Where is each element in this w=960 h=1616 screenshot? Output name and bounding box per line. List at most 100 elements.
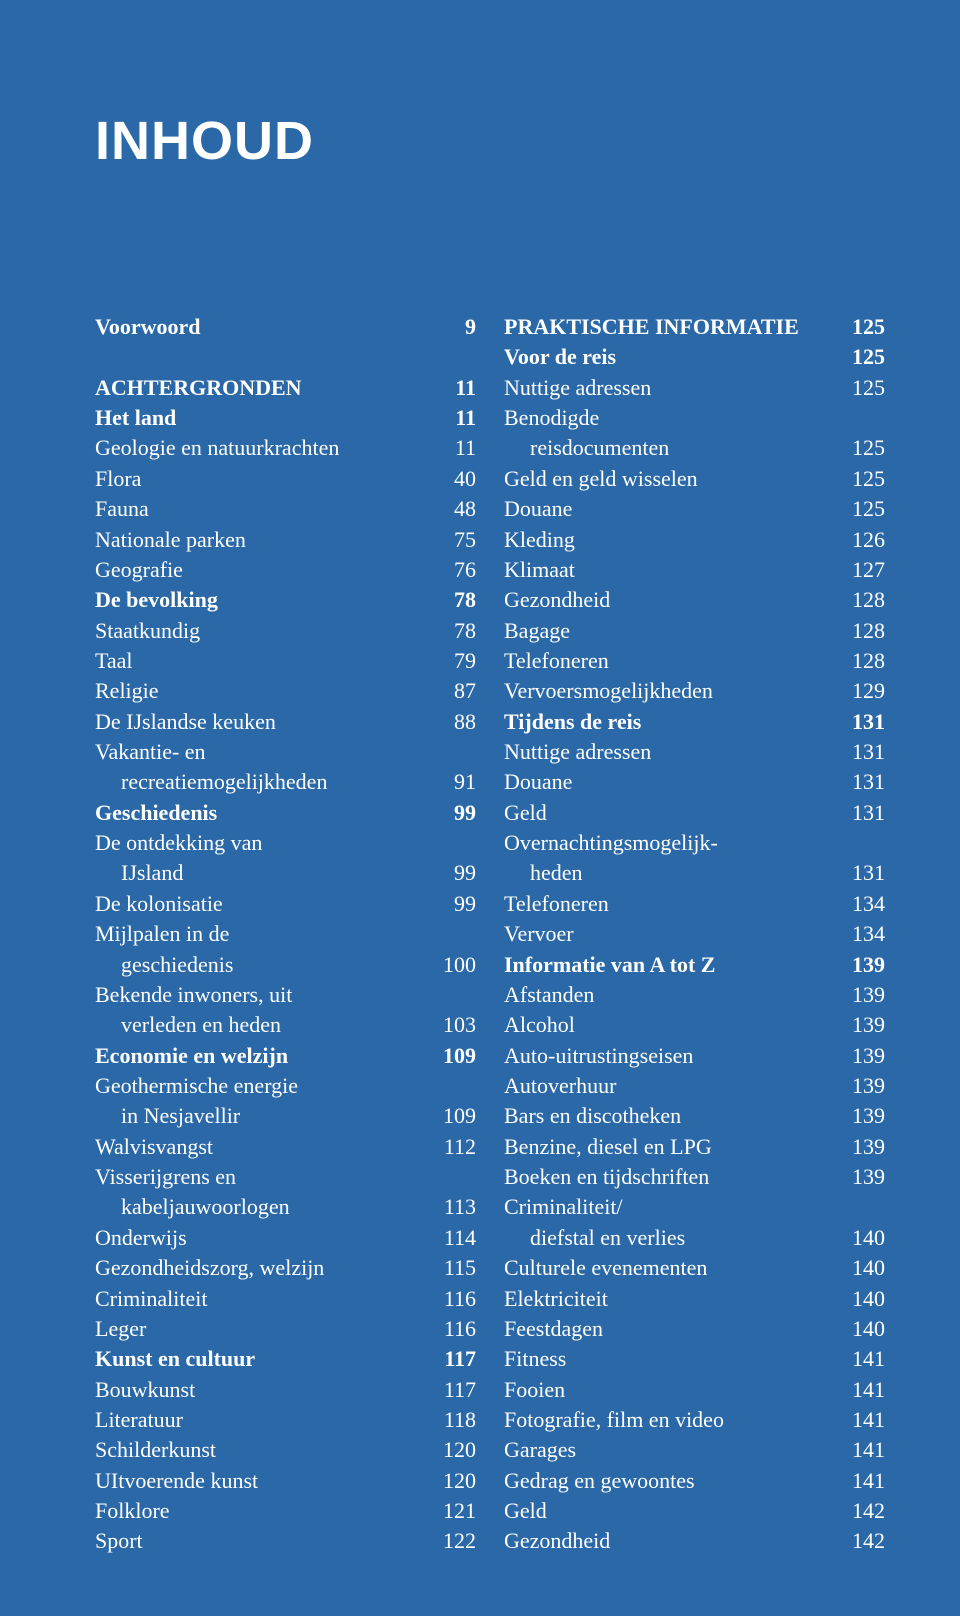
toc-row: De kolonisatie99 [95,889,476,919]
toc-page-number: 139 [829,1041,885,1071]
toc-spacer [95,342,476,372]
toc-page-number: 103 [420,1010,476,1040]
toc-page-number: 117 [420,1375,476,1405]
toc-row: IJsland99 [95,858,476,888]
toc-page-number: 141 [829,1466,885,1496]
toc-page-number: 75 [420,525,476,555]
toc-label: Vervoer [504,919,829,949]
toc-page-number: 91 [420,767,476,797]
toc-row: Gezondheidszorg, welzijn115 [95,1253,476,1283]
toc-page-number: 140 [829,1223,885,1253]
toc-row: Bouwkunst117 [95,1375,476,1405]
page-title: INHOUD [95,110,885,172]
toc-page-number: 141 [829,1435,885,1465]
toc-page-number: 126 [829,525,885,555]
toc-page-number: 139 [829,1010,885,1040]
toc-label: Voorwoord [95,312,420,342]
toc-page-number: 139 [829,1101,885,1131]
toc-row: Vervoer134 [504,919,885,949]
toc-label: Flora [95,464,420,494]
toc-page-number: 142 [829,1526,885,1556]
toc-row: Voor de reis125 [504,342,885,372]
toc-label: Geld [504,1496,829,1526]
toc-page-number: 125 [829,494,885,524]
toc-label: Afstanden [504,980,829,1010]
toc-page-number: 78 [420,585,476,615]
toc-page-number: 120 [420,1435,476,1465]
toc-label: Taal [95,646,420,676]
toc-page-number: 99 [420,798,476,828]
toc-page-number: 125 [829,373,885,403]
toc-label: De ontdekking van [95,828,420,858]
toc-page-number: 131 [829,707,885,737]
toc-row: Auto-uitrustingseisen139 [504,1041,885,1071]
toc-label: Sport [95,1526,420,1556]
toc-row: De IJslandse keuken88 [95,707,476,737]
toc-label: recreatiemogelijkheden [95,767,420,797]
toc-page-number: 11 [420,373,476,403]
toc-page-number: 129 [829,676,885,706]
toc-label: ACHTERGRONDEN [95,373,420,403]
toc-page-number: 127 [829,555,885,585]
toc-label: Culturele evenementen [504,1253,829,1283]
toc-row: UItvoerende kunst120 [95,1466,476,1496]
toc-label: Geografie [95,555,420,585]
toc-label: Gedrag en gewoontes [504,1466,829,1496]
toc-label: De bevolking [95,585,420,615]
toc-row: Vervoersmogelijkheden129 [504,676,885,706]
toc-row: Bagage128 [504,616,885,646]
toc-row: recreatiemogelijkheden91 [95,767,476,797]
toc-label: UItvoerende kunst [95,1466,420,1496]
toc-page-number: 117 [420,1344,476,1374]
toc-label: heden [504,858,829,888]
toc-columns: Voorwoord9 ACHTERGRONDEN11Het land11Geol… [95,312,885,1557]
toc-row: Klimaat127 [504,555,885,585]
toc-row: Telefoneren134 [504,889,885,919]
toc-label: Fitness [504,1344,829,1374]
toc-label: Telefoneren [504,646,829,676]
toc-label: Nationale parken [95,525,420,555]
toc-label: Elektriciteit [504,1284,829,1314]
toc-row: geschiedenis100 [95,950,476,980]
toc-label: Economie en welzijn [95,1041,420,1071]
toc-row: Nuttige adressen125 [504,373,885,403]
toc-row: Tijdens de reis131 [504,707,885,737]
toc-label: Bekende inwoners, uit [95,980,420,1010]
toc-row: Fauna48 [95,494,476,524]
toc-row: Geografie76 [95,555,476,585]
toc-row: Culturele evenementen140 [504,1253,885,1283]
toc-row: Gezondheid128 [504,585,885,615]
toc-label: Vervoersmogelijkheden [504,676,829,706]
toc-row: verleden en heden103 [95,1010,476,1040]
toc-label: diefstal en verlies [504,1223,829,1253]
toc-label: Fooien [504,1375,829,1405]
toc-label: Alcohol [504,1010,829,1040]
toc-row: Informatie van A tot Z139 [504,950,885,980]
toc-page-number: 139 [829,950,885,980]
toc-label: Douane [504,494,829,524]
toc-row: Onderwijs114 [95,1223,476,1253]
toc-row: Leger116 [95,1314,476,1344]
toc-row: Benodigde [504,403,885,433]
toc-page-number: 139 [829,1132,885,1162]
toc-page-number: 78 [420,616,476,646]
toc-row: Walvisvangst112 [95,1132,476,1162]
toc-page-number: 79 [420,646,476,676]
toc-label: reisdocumenten [504,433,829,463]
toc-label: Geld en geld wisselen [504,464,829,494]
toc-label: Autoverhuur [504,1071,829,1101]
toc-page-number: 40 [420,464,476,494]
toc-label: Benzine, diesel en LPG [504,1132,829,1162]
toc-row: Telefoneren128 [504,646,885,676]
toc-page-number: 118 [420,1405,476,1435]
toc-page-number: 125 [829,312,885,342]
toc-label: De kolonisatie [95,889,420,919]
toc-label: Geschiedenis [95,798,420,828]
toc-page-number: 113 [420,1192,476,1222]
toc-row: Taal79 [95,646,476,676]
toc-row: Geld142 [504,1496,885,1526]
toc-row: in Nesjavellir109 [95,1101,476,1131]
toc-label: Garages [504,1435,829,1465]
toc-page-number: 109 [420,1041,476,1071]
toc-row: kabeljauwoorlogen113 [95,1192,476,1222]
